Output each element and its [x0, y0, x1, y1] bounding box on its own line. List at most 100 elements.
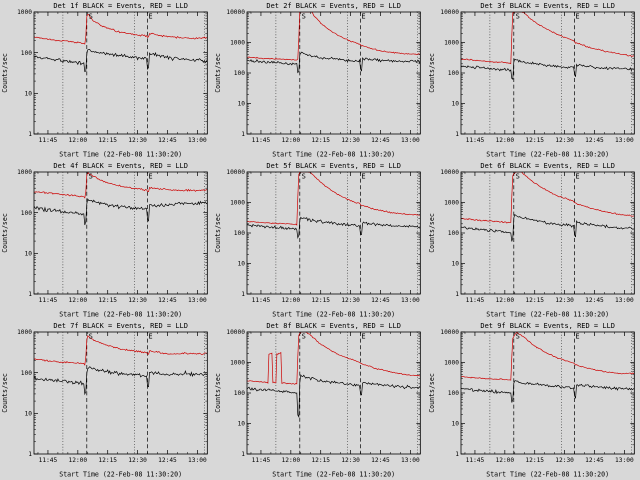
x-tick-label: 12:15 — [98, 457, 117, 464]
chart-panel-6: Det 6f BLACK = Events, RED = LLD 1 10 100 10… — [427, 160, 640, 320]
marker-label-s: S — [302, 332, 306, 340]
y-tick-label: 1000 — [444, 360, 459, 367]
x-axis-label: Start Time (22-Feb-08 11:30:20) — [273, 471, 396, 479]
y-tick-label: 10000 — [227, 329, 246, 336]
y-tick-label: 100 — [21, 50, 32, 57]
marker-label-s: S — [515, 332, 519, 340]
x-tick-label: 12:00 — [69, 137, 88, 144]
y-axis-label: Counts/sec — [214, 373, 222, 413]
series-events — [247, 51, 421, 74]
y-tick-label: 1 — [28, 451, 32, 458]
y-axis-label: Counts/sec — [214, 53, 222, 93]
x-tick-label: 12:15 — [525, 297, 544, 304]
y-axis-label: Counts/sec — [1, 213, 9, 253]
plot-box — [246, 171, 422, 295]
y-tick-label: 10000 — [440, 329, 459, 336]
chart-panel-1: Det 1f BLACK = Events, RED = LLD 1 10 100 10… — [0, 0, 213, 160]
y-tick-label: 10 — [451, 101, 459, 108]
x-tick-label: 12:00 — [282, 297, 301, 304]
x-tick-label: 12:30 — [555, 137, 574, 144]
x-tick-label: 11:45 — [465, 457, 484, 464]
series-events — [460, 58, 634, 80]
plot-box — [460, 331, 635, 455]
y-tick-label: 1 — [455, 451, 459, 458]
y-tick-label: 10 — [451, 421, 459, 428]
y-tick-label: 10 — [238, 421, 246, 428]
y-tick-label: 1000 — [230, 40, 245, 47]
y-tick-label: 1 — [242, 291, 246, 298]
chart-title: Det 2f BLACK = Events, RED = LLD — [267, 2, 402, 10]
x-tick-label: 12:00 — [282, 457, 301, 464]
marker-label-s: S — [302, 172, 306, 180]
y-tick-label: 10 — [238, 261, 246, 268]
x-tick-label: 12:15 — [525, 457, 544, 464]
y-tick-label: 1 — [242, 131, 246, 138]
y-tick-label: 100 — [21, 210, 32, 217]
y-tick-label: 1 — [242, 451, 246, 458]
x-tick-label: 12:00 — [495, 457, 514, 464]
x-tick-label: 12:30 — [128, 137, 147, 144]
marker-label-e: E — [575, 172, 579, 180]
x-tick-label: 11:45 — [252, 297, 271, 304]
series-lld — [460, 12, 634, 65]
y-tick-label: 1000 — [444, 200, 459, 207]
y-tick-label: 1000 — [17, 169, 32, 176]
plot-box — [246, 11, 422, 135]
series-events — [33, 49, 208, 73]
x-tick-label: 11:45 — [39, 457, 58, 464]
x-tick-label: 11:45 — [252, 137, 271, 144]
series-events — [460, 213, 634, 242]
marker-label-e: E — [148, 172, 152, 180]
x-tick-label: 12:45 — [158, 137, 177, 144]
x-tick-label: 12:30 — [342, 297, 361, 304]
chart-panel-7: Det 7f BLACK = Events, RED = LLD 1 10 100 10… — [0, 320, 213, 480]
x-tick-label: 12:30 — [342, 457, 361, 464]
x-tick-label: 11:45 — [252, 457, 271, 464]
chart-panel-5: Det 5f BLACK = Events, RED = LLD 1 10 100 10… — [213, 160, 426, 320]
series-lld — [247, 332, 421, 385]
plot-box — [33, 11, 208, 135]
x-tick-label: 12:00 — [69, 297, 88, 304]
y-tick-label: 10 — [25, 411, 33, 418]
y-axis-label: Counts/sec — [214, 213, 222, 253]
y-tick-label: 1 — [455, 291, 459, 298]
chart-title: Det 9f BLACK = Events, RED = LLD — [480, 322, 615, 330]
x-tick-label: 12:45 — [371, 457, 390, 464]
x-axis-label: Start Time (22-Feb-08 11:30:20) — [59, 150, 182, 158]
x-tick-label: 12:15 — [525, 137, 544, 144]
x-tick-label: 12:00 — [282, 137, 301, 144]
y-tick-label: 10 — [451, 261, 459, 268]
x-tick-label: 11:45 — [465, 137, 484, 144]
y-tick-label: 10 — [25, 251, 33, 258]
x-tick-label: 11:45 — [465, 297, 484, 304]
plot-box — [246, 331, 422, 455]
chart-title: Det 8f BLACK = Events, RED = LLD — [267, 322, 402, 330]
y-axis-label: Counts/sec — [428, 373, 436, 413]
series-lld — [33, 13, 208, 45]
series-events — [247, 374, 421, 418]
x-tick-label: 12:15 — [312, 457, 331, 464]
series-lld — [460, 332, 634, 381]
x-tick-label: 13:00 — [615, 137, 634, 144]
x-axis-label: Start Time (22-Feb-08 11:30:20) — [59, 311, 182, 319]
x-tick-label: 12:30 — [342, 137, 361, 144]
series-lld — [247, 12, 421, 61]
chart-panel-2: Det 2f BLACK = Events, RED = LLD 1 10 100 10… — [213, 0, 426, 160]
x-tick-label: 12:15 — [98, 137, 117, 144]
y-tick-label: 10000 — [227, 169, 246, 176]
marker-label-e: E — [362, 172, 366, 180]
y-tick-label: 1000 — [444, 40, 459, 47]
y-tick-label: 10000 — [227, 9, 246, 16]
x-tick-label: 12:45 — [371, 137, 390, 144]
series-events — [33, 366, 208, 396]
x-tick-label: 13:00 — [401, 137, 420, 144]
y-tick-label: 1000 — [17, 329, 32, 336]
x-axis-label: Start Time (22-Feb-08 11:30:20) — [486, 150, 609, 158]
y-tick-label: 100 — [21, 370, 32, 377]
y-tick-label: 1000 — [17, 9, 32, 16]
x-tick-label: 12:45 — [585, 297, 604, 304]
y-tick-label: 10000 — [440, 9, 459, 16]
x-tick-label: 11:45 — [39, 297, 58, 304]
y-tick-label: 1 — [455, 131, 459, 138]
marker-label-e: E — [148, 332, 152, 340]
